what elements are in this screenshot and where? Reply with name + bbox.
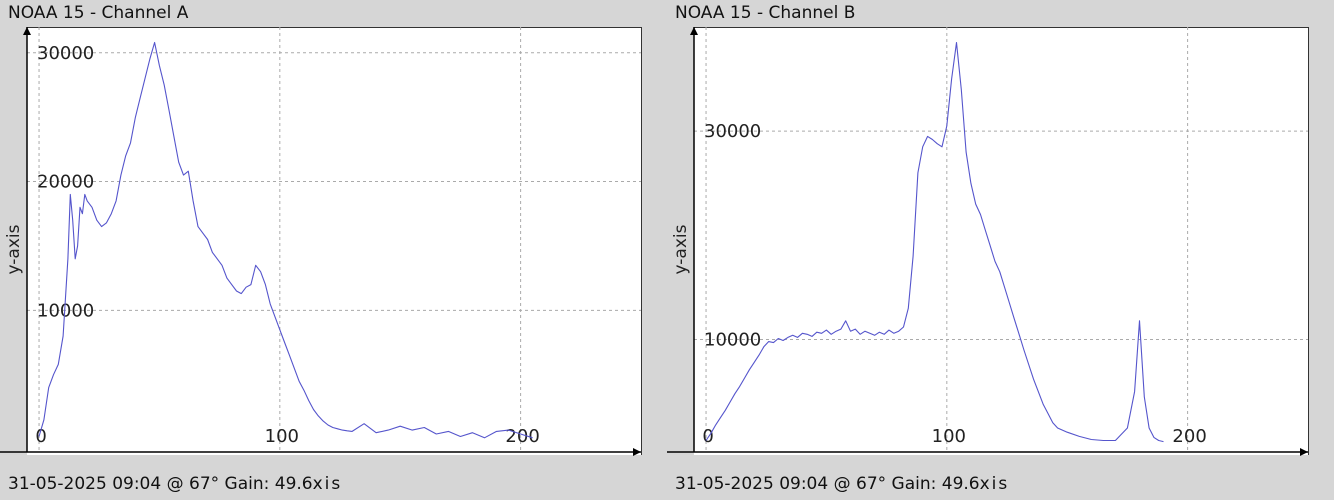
y-tick-label: 10000 xyxy=(37,300,94,321)
series-line xyxy=(705,42,1164,443)
series-line xyxy=(38,41,533,439)
footer-text: 31-05-2025 09:04 @ 67° Gain: 49.6 xyxy=(675,474,980,494)
plot-area xyxy=(27,27,642,455)
y-tick-label: 30000 xyxy=(704,121,761,142)
y-axis-label: y-axis xyxy=(671,224,691,274)
x-tick-label: 200 xyxy=(505,426,539,447)
y-axis-arrow xyxy=(23,27,31,35)
x-tick-label: 0 xyxy=(702,426,713,447)
chart-footer: 31-05-2025 09:04 @ 67° Gain: 49.6xis xyxy=(8,474,342,494)
x-tick-label: 200 xyxy=(1172,426,1206,447)
x-axis-arrow xyxy=(633,448,641,456)
plot-area xyxy=(694,27,1309,455)
y-tick-label: 30000 xyxy=(37,43,94,64)
x-tick-label: 100 xyxy=(932,426,966,447)
chart-svg: 0 100 200 10000 30000 y-axis xyxy=(667,27,1308,456)
chart-svg: 0 100 200 10000 20000 30000 y-axis xyxy=(0,27,641,456)
footer-text: 31-05-2025 09:04 @ 67° Gain: 49.6 xyxy=(8,474,313,494)
chart-panel-b: NOAA 15 - Channel B 0 100 200 10000 30000 y-a… xyxy=(667,0,1334,500)
y-tick-label: 20000 xyxy=(37,172,94,193)
x-axis-arrow xyxy=(1300,448,1308,456)
chart-title: NOAA 15 - Channel B xyxy=(675,3,856,23)
x-tick-label: 100 xyxy=(265,426,299,447)
y-axis-label: y-axis xyxy=(4,224,24,274)
chart-panel-a: NOAA 15 - Channel A 0 100 200 10000 20000 300… xyxy=(0,3,642,494)
x-axis-label-fragment: xis xyxy=(979,474,1010,494)
y-axis-arrow xyxy=(690,27,698,35)
y-tick-label: 10000 xyxy=(704,330,761,351)
x-axis-label-fragment: xis xyxy=(312,474,343,494)
x-tick-label: 0 xyxy=(35,426,46,447)
chart-title: NOAA 15 - Channel A xyxy=(8,3,189,23)
chart-footer: 31-05-2025 09:04 @ 67° Gain: 49.6xis xyxy=(675,474,1009,494)
